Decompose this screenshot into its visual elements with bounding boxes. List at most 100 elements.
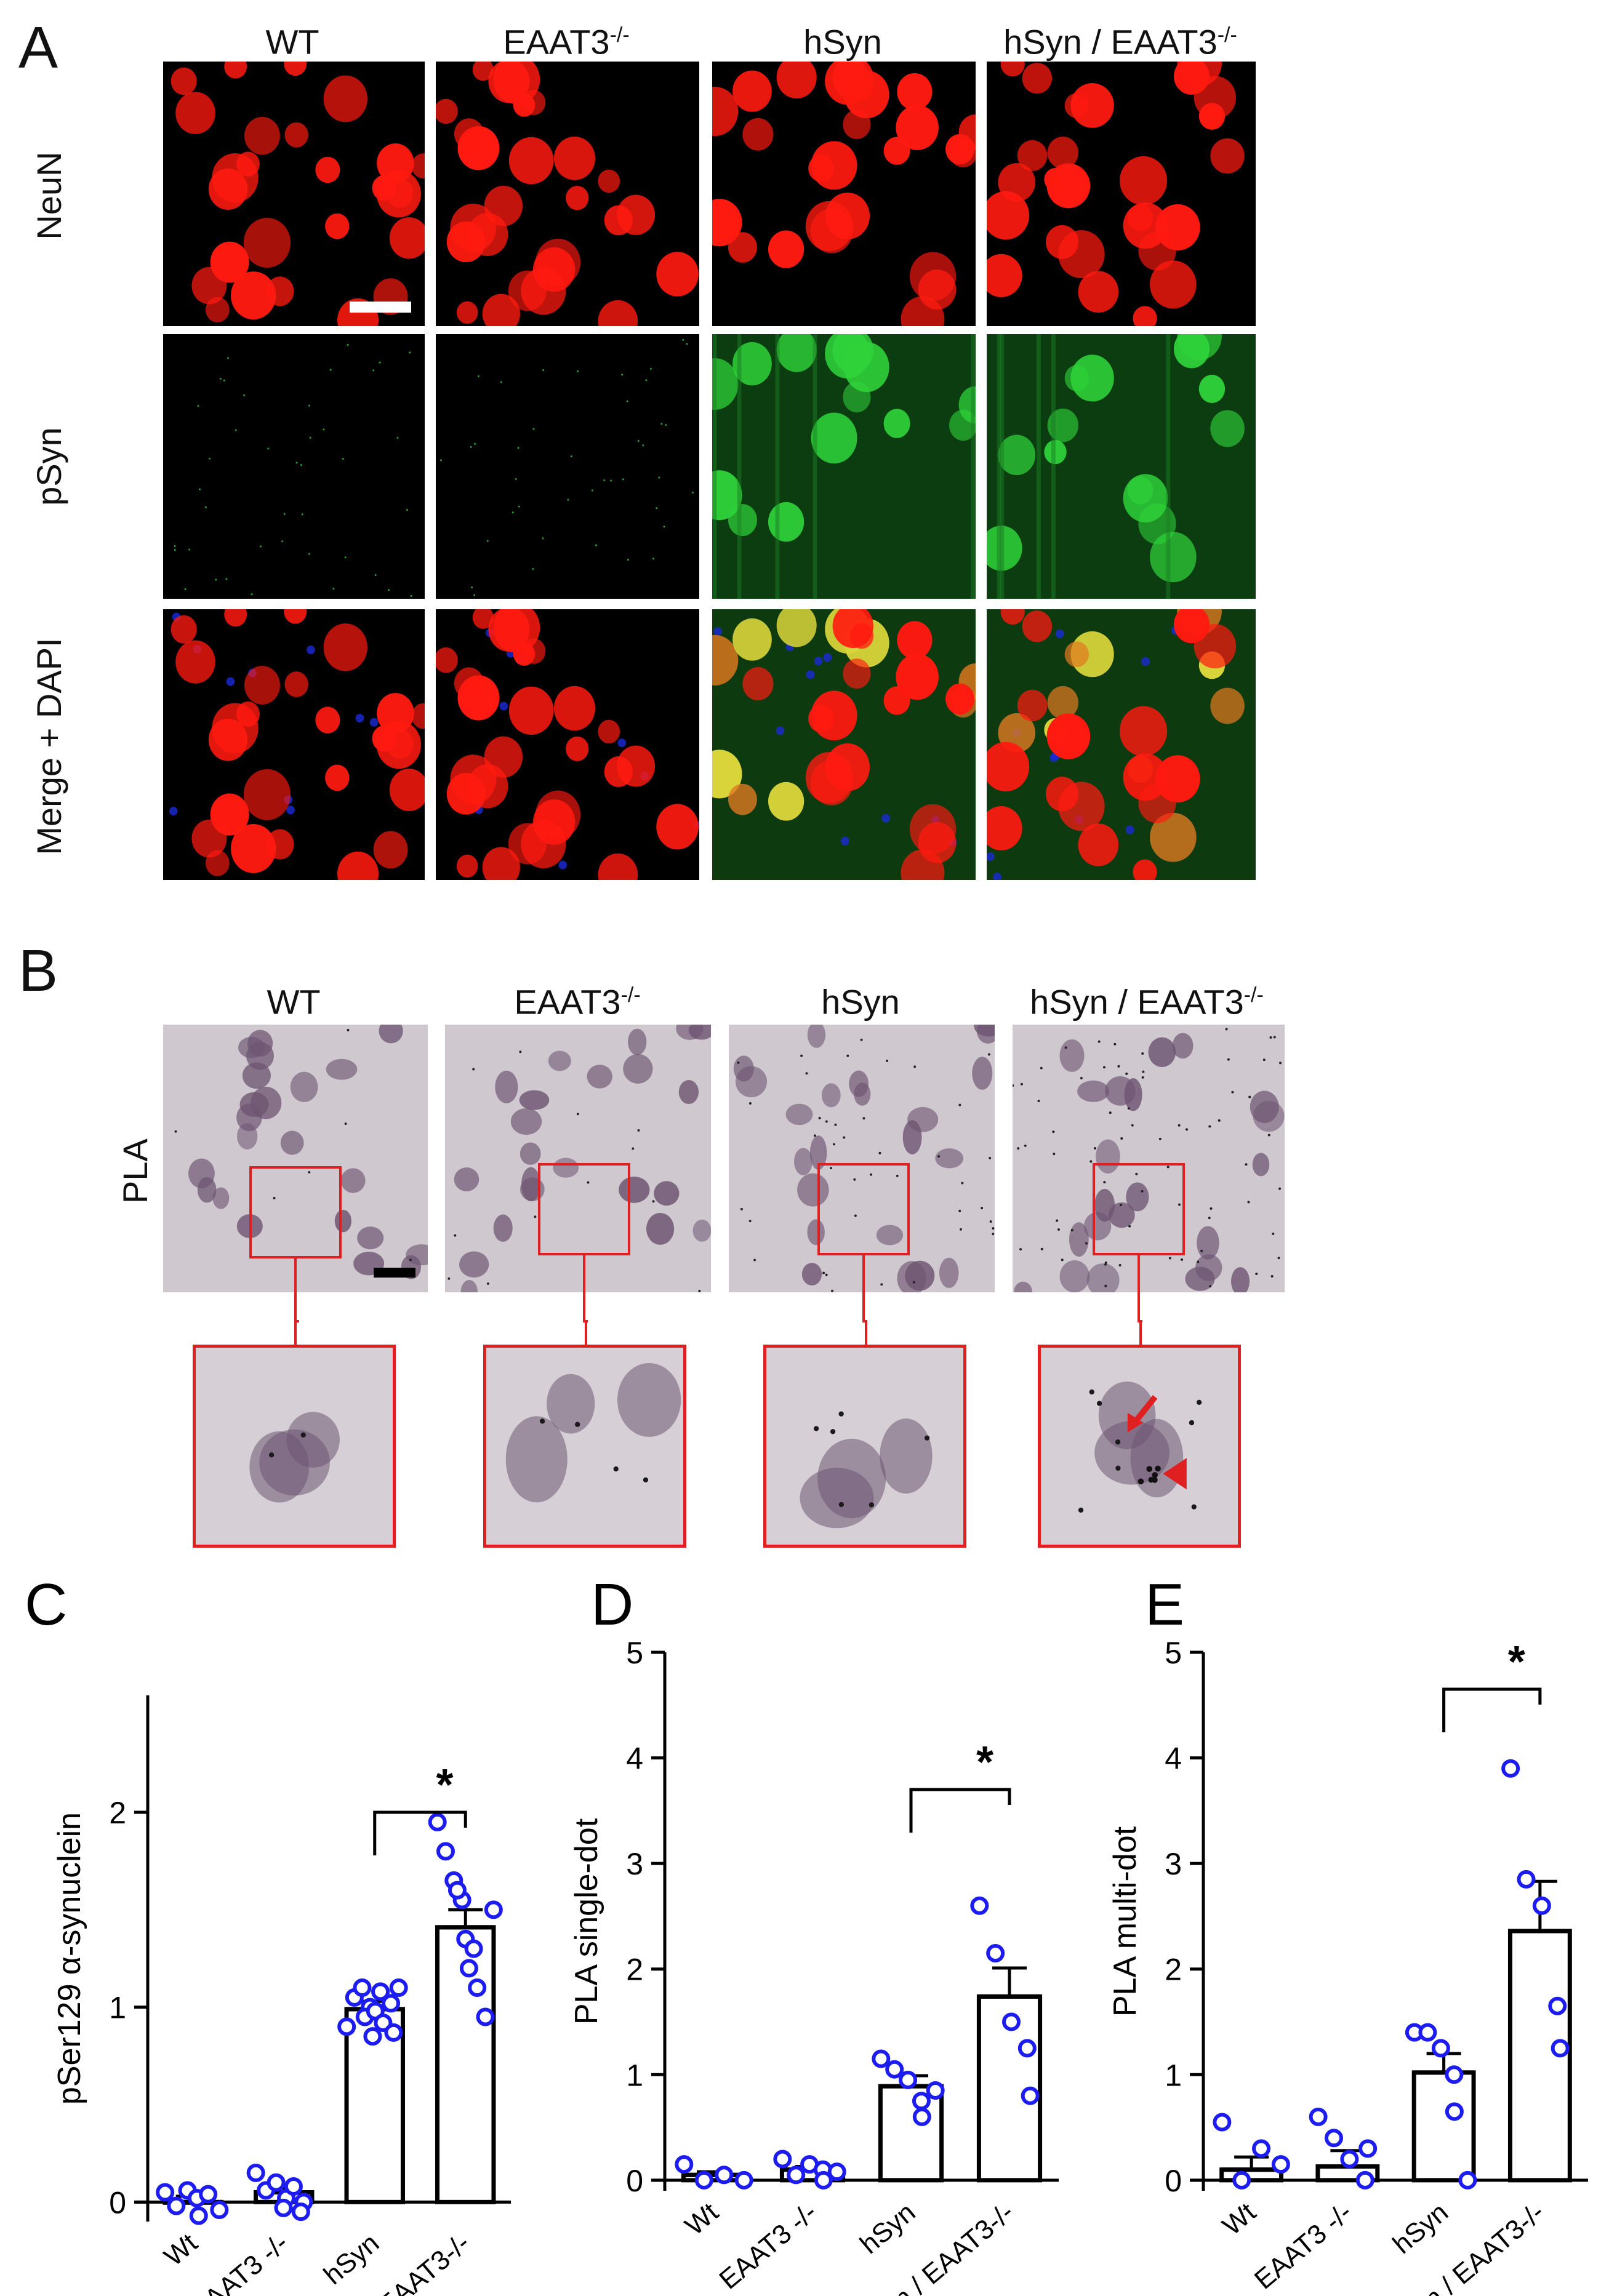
neun-image	[436, 62, 699, 326]
data-point	[189, 2206, 208, 2225]
x-tick-label: Wt	[1217, 2197, 1262, 2241]
data-point	[1548, 1996, 1567, 2015]
data-point	[1017, 2039, 1037, 2058]
merge-image	[987, 609, 1256, 880]
bar	[1411, 2070, 1476, 2183]
data-point	[1232, 2170, 1251, 2190]
x-tick-label: hSyn	[1387, 2197, 1454, 2260]
zoom-region-box	[1093, 1163, 1185, 1255]
panel-b-col-title: hSyn / EAAT3-/-	[1030, 982, 1264, 1022]
panel-b-letter: B	[18, 938, 58, 1004]
y-tick-label: 0	[1165, 2164, 1182, 2198]
zoom-connector-line	[1139, 1320, 1142, 1345]
panel-a-row-label-merge: Merge + DAPI	[30, 638, 68, 855]
data-point	[284, 2177, 303, 2196]
x-tick-label: EAAT3 -/-	[185, 2228, 294, 2296]
data-point	[912, 2092, 931, 2111]
y-tick-label: 0	[109, 2185, 126, 2220]
panel-a-col-title: WT	[265, 22, 319, 62]
psyn-image	[987, 334, 1256, 599]
data-point	[827, 2162, 846, 2182]
y-tick-label: 4	[1165, 1742, 1182, 1776]
data-point	[1517, 1870, 1536, 1889]
x-tick-label: hSyn	[854, 2197, 921, 2260]
psyn-image	[163, 334, 425, 599]
data-point	[210, 2201, 229, 2219]
data-point	[468, 1978, 487, 1997]
neun-image	[712, 62, 976, 326]
data-point	[899, 2070, 918, 2089]
data-point	[337, 2017, 356, 2036]
y-tick-label: 2	[1165, 1953, 1182, 1987]
y-tick-label: 1	[109, 1991, 126, 2025]
data-point	[912, 2107, 931, 2126]
y-tick-label: 5	[626, 1636, 643, 1670]
data-point	[167, 2196, 186, 2215]
pla-image	[445, 1025, 711, 1292]
zoom-connector-line	[862, 1255, 865, 1320]
significance-bracket	[373, 1810, 467, 1855]
data-point	[459, 1959, 478, 1978]
data-point	[1445, 2102, 1464, 2121]
data-point	[267, 2173, 286, 2192]
data-point	[1532, 1896, 1551, 1915]
zoom-connector-line	[294, 1320, 297, 1345]
y-axis-label: pSer129 α-synuclein	[52, 1812, 87, 2105]
y-tick-label: 4	[626, 1742, 643, 1776]
data-point	[389, 1978, 408, 1997]
data-point	[464, 1939, 483, 1958]
data-point	[986, 1943, 1005, 1962]
data-point	[1358, 2139, 1378, 2158]
zoom-connector-line	[1138, 1255, 1140, 1320]
merge-image	[436, 609, 699, 880]
data-point	[156, 2183, 175, 2202]
data-point	[1309, 2107, 1328, 2126]
zoom-connector-line	[865, 1320, 867, 1345]
y-axis-label: PLA single-dot	[569, 1818, 604, 2025]
data-point	[384, 2023, 403, 2042]
zoom-connector-line	[294, 1320, 299, 1322]
x-tick-label: EAAT3 -/-	[1249, 2197, 1358, 2295]
data-point	[1445, 2065, 1464, 2084]
x-tick-label: Wt	[680, 2197, 724, 2241]
significance-star: *	[1508, 1638, 1525, 1687]
data-point	[1458, 2170, 1477, 2190]
panel-a-row-label-neun: NeuN	[30, 151, 68, 240]
pla-zoom-inset	[1038, 1345, 1241, 1548]
data-point	[291, 2202, 310, 2222]
y-tick-label: 3	[1165, 1847, 1182, 1881]
panel-b-row-label-pla: PLA	[116, 1138, 154, 1204]
panel-a-col-title: hSyn	[803, 22, 882, 62]
data-point	[274, 2198, 293, 2217]
panel-letter: D	[591, 1572, 633, 1638]
psyn-image	[436, 334, 699, 599]
data-point	[872, 2049, 891, 2068]
data-point	[814, 2170, 833, 2190]
scale-bar	[374, 1268, 415, 1278]
data-point	[734, 2170, 753, 2190]
neun-image	[163, 62, 425, 326]
data-point	[1340, 2150, 1359, 2169]
arrowhead-icon	[1163, 1458, 1187, 1490]
data-point	[787, 2166, 806, 2185]
psyn-image	[712, 334, 976, 599]
significance-bracket	[1442, 1687, 1542, 1733]
merge-image	[163, 609, 425, 880]
data-point	[926, 2081, 945, 2100]
data-point	[773, 2150, 792, 2169]
panel-a-letter: A	[18, 15, 58, 81]
data-point	[1418, 2023, 1437, 2042]
data-point	[199, 2185, 218, 2204]
pla-zoom-inset	[763, 1345, 966, 1548]
data-point	[970, 1896, 989, 1915]
merge-image	[712, 609, 976, 880]
data-point	[246, 2163, 265, 2182]
y-tick-label: 3	[626, 1847, 643, 1881]
panel-a-col-title: hSyn / EAAT3-/-	[1003, 22, 1237, 62]
significance-star: *	[436, 1761, 453, 1810]
panel-b-col-title: EAAT3-/-	[514, 982, 641, 1022]
